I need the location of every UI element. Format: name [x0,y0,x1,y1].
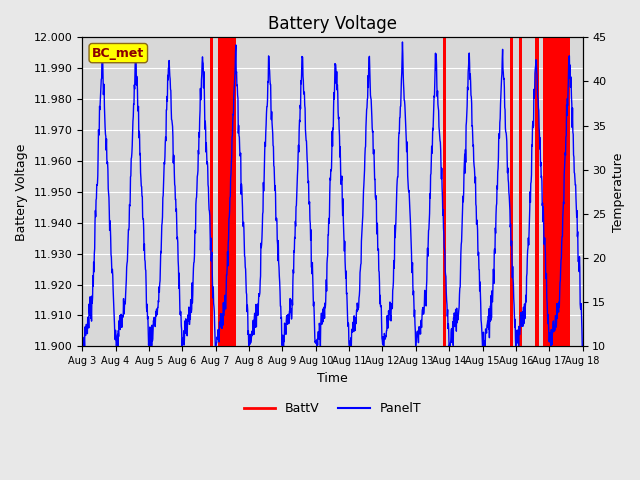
Y-axis label: Battery Voltage: Battery Voltage [15,143,28,240]
X-axis label: Time: Time [317,372,348,384]
Bar [535,37,538,347]
Bar [510,37,513,347]
Bar [543,37,570,347]
Bar [218,37,236,347]
Bar [518,37,522,347]
Bar [443,37,447,347]
Text: BC_met: BC_met [92,47,145,60]
Legend: BattV, PanelT: BattV, PanelT [239,397,426,420]
Y-axis label: Temperature: Temperature [612,152,625,231]
Title: Battery Voltage: Battery Voltage [268,15,397,33]
Bar [209,37,213,347]
